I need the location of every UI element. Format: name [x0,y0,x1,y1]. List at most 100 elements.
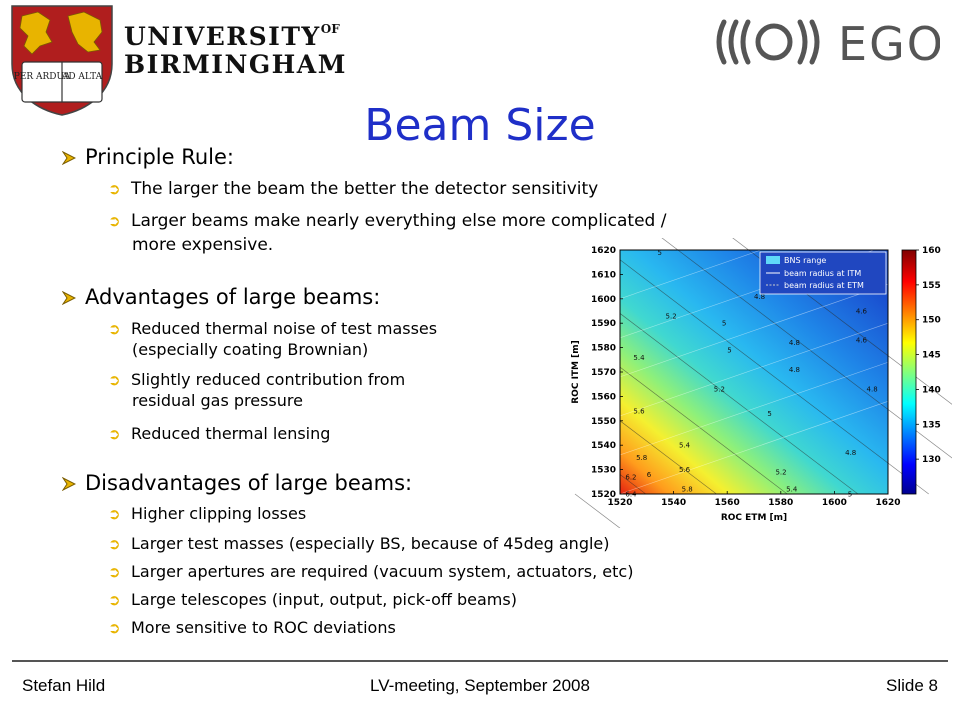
bullet-item: ➲ Higher clipping losses [108,504,307,523]
contour-label: 5 [722,320,726,328]
contour-line [619,400,889,495]
bullet-item-continuation: residual gas pressure [132,391,303,410]
bullet-item: ➲ Large telescopes (input, output, pick-o… [108,590,517,609]
contour-line [619,420,717,495]
contour-label: 5.4 [786,486,798,494]
crest-motto-right: AD ALTA [61,72,103,82]
check-arrow-icon: ➲ [108,425,121,443]
arrow-bullet-icon [62,291,76,305]
y-tick-label: 1600 [591,295,616,305]
ego-text: EGO [838,17,940,70]
chart-legend: BNS range beam radius at ITM beam radius… [759,251,887,295]
y-tick-label: 1610 [591,270,616,280]
y-tick-label: 1540 [591,441,616,451]
slide-title: Beam Size [364,100,596,151]
contour-label: 6.2 [625,473,636,481]
x-tick-label: 1580 [768,498,793,508]
check-arrow-icon: ➲ [108,505,121,523]
arrow-bullet-icon [62,477,76,491]
y-tick-label: 1530 [591,466,616,476]
contour-label: 5.8 [682,486,693,494]
contour-line [619,361,889,456]
bullet-item: ➲ More sensitive to ROC deviations [108,618,396,637]
colorbar-tick-label: 155 [922,281,941,291]
university-line2: BIRMINGHAM [124,50,347,79]
footer-author: Stefan Hild [22,676,106,695]
university-wordmark: UNIVERSITYOF BIRMINGHAM [124,15,347,79]
y-tick-label: 1560 [591,392,616,402]
check-arrow-icon: ➲ [108,619,121,637]
contour-label: 5.2 [775,468,786,476]
check-arrow-icon: ➲ [108,320,121,338]
contour-label: 5.2 [714,386,725,394]
section-heading-principle-rule: Principle Rule: [62,145,234,169]
colorbar-tick-label: 130 [922,455,941,465]
y-tick-label: 1590 [591,319,616,329]
legend-swatch-bns [766,256,780,264]
footer-slide-number: Slide 8 [886,676,938,695]
footer-meeting: LV-meeting, September 2008 [370,676,590,695]
check-arrow-icon: ➲ [108,371,121,389]
contour-label: 5.2 [666,312,677,320]
bullet-item: ➲ The larger the beam the better the dete… [108,179,599,199]
section-heading-disadvantages: Disadvantages of large beams: [62,471,412,495]
colorbar-tick-label: 150 [922,316,941,326]
colorbar-tick-label: 145 [922,351,941,361]
check-arrow-icon: ➲ [108,212,121,230]
contour-line [619,283,889,378]
contour-label: 6 [647,471,652,479]
contour-label: 5 [727,346,731,354]
check-arrow-icon: ➲ [108,180,121,198]
y-tick-label: 1570 [591,368,616,378]
contour-label: 5.6 [633,407,645,415]
university-line1: UNIVERSITYOF [124,22,340,51]
bullet-item: ➲ Reduced thermal lensing [108,424,331,443]
contour-label: 4.6 [856,307,868,315]
bullet-item-continuation: (especially coating Brownian) [132,340,369,359]
bullet-item: ➲ Reduced thermal noise of test masses [108,319,438,338]
x-tick-label: 1600 [822,498,847,508]
contour-label: 5 [767,410,771,418]
contour-label: 5.4 [679,442,691,450]
contour-label: 4.6 [856,337,868,345]
contour-label: 4.8 [845,449,856,457]
x-tick-label: 1620 [875,498,900,508]
contour-line [619,322,889,417]
contour-line [732,238,952,405]
colorbar-tick-label: 140 [922,385,941,395]
y-tick-label: 1580 [591,344,616,354]
legend-entry-bns: BNS range [784,256,826,265]
legend-entry-etm: beam radius at ETM [784,281,864,290]
contour-label: 5.8 [636,454,647,462]
contour-line [619,366,788,495]
colorbar-tick-label: 135 [922,420,941,430]
y-tick-label: 1620 [591,246,616,256]
x-tick-label: 1540 [661,498,686,508]
footer-divider [12,660,948,662]
colorbar-tick-label: 160 [922,246,941,256]
university-crest-logo: PER ARDUA AD ALTA [11,5,113,116]
check-arrow-icon: ➲ [108,591,121,609]
y-tick-label: 1550 [591,417,616,427]
university-of: OF [320,22,340,36]
contour-line [619,238,797,300]
check-arrow-icon: ➲ [108,563,121,581]
y-tick-label: 1520 [591,490,616,500]
colorbar [901,249,917,495]
contour-label: 4.8 [789,366,800,374]
bullet-item: ➲ Slightly reduced contribution from [108,370,406,389]
y-axis-label: ROC ITM [m] [571,340,581,404]
contour-label: 4.8 [867,386,878,394]
beam-size-heatmap: 5 4.8 5.2 5 4.6 4.8 4.6 5 5.4 4.8 5.2 4.8 5.6 5 5.4 5.8… [571,238,952,528]
contour-line [619,313,859,495]
contour-label: 4.8 [789,339,800,347]
bullet-item-continuation: more expensive. [132,235,274,255]
bullet-item: ➲ Larger beams make nearly everything els… [108,211,667,231]
contour-label: 5.4 [633,354,645,362]
x-tick-label: 1560 [715,498,740,508]
section-heading-advantages: Advantages of large beams: [62,285,380,309]
check-arrow-icon: ➲ [108,535,121,553]
contour-line [619,259,929,495]
ego-logo: EGO [716,17,940,70]
contour-label: 5 [658,249,662,257]
